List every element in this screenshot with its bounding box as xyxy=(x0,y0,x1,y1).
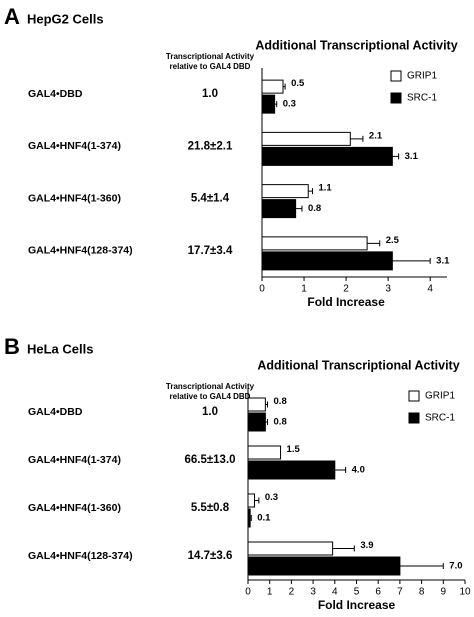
activity-value: 5.5±0.8 xyxy=(191,502,230,514)
bar xyxy=(261,94,276,114)
category-label: GAL4•DBD xyxy=(28,406,83,418)
legend-swatch xyxy=(390,70,402,82)
x-tick-label: 9 xyxy=(441,587,447,598)
bar xyxy=(247,445,282,460)
panel-title: HeLa Cells xyxy=(27,341,93,356)
bar xyxy=(261,146,393,166)
bar xyxy=(247,493,256,508)
column-header: relative to GAL4 DBD xyxy=(170,62,251,71)
column-header: Transcriptional Activity xyxy=(166,382,255,391)
column-header: Transcriptional Activity xyxy=(166,52,255,61)
activity-value: 66.5±13.0 xyxy=(184,454,235,466)
bar xyxy=(247,412,266,432)
activity-value: 14.7±3.6 xyxy=(188,550,233,562)
x-tick-label: 3 xyxy=(310,587,316,598)
x-tick-label: 5 xyxy=(354,587,360,598)
value-label: 3.9 xyxy=(360,540,373,551)
value-label: 1.5 xyxy=(287,444,301,455)
bar xyxy=(247,508,251,528)
x-tick-label: 0 xyxy=(245,587,251,598)
value-label: 0.3 xyxy=(265,492,278,503)
category-label: GAL4•HNF4(1-360) xyxy=(28,502,121,514)
value-label: 2.1 xyxy=(369,130,383,141)
legend-label: GRIP1 xyxy=(407,71,437,82)
x-tick-label: 6 xyxy=(375,587,381,598)
value-label: 2.5 xyxy=(386,235,400,246)
value-label: 7.0 xyxy=(449,561,462,572)
x-tick-label: 1 xyxy=(301,284,307,295)
legend-swatch xyxy=(408,412,420,424)
value-label: 0.8 xyxy=(274,417,287,428)
x-axis-label: Fold Increase xyxy=(307,295,385,309)
legend-label: SRC-1 xyxy=(407,93,437,104)
bar xyxy=(261,251,393,271)
x-tick-label: 4 xyxy=(332,587,338,598)
x-tick-label: 8 xyxy=(419,587,425,598)
category-label: GAL4•HNF4(128-374) xyxy=(28,550,133,562)
value-label: 4.0 xyxy=(352,465,365,476)
category-label: GAL4•HNF4(1-360) xyxy=(28,192,121,204)
category-label: GAL4•HNF4(1-374) xyxy=(28,140,121,152)
activity-value: 21.8±2.1 xyxy=(188,140,233,152)
category-label: GAL4•HNF4(128-374) xyxy=(28,245,133,257)
chart-title: Additional Transcriptional Activity xyxy=(257,358,459,372)
x-axis-label: Fold Increase xyxy=(318,598,396,612)
bar xyxy=(261,236,368,251)
x-tick-label: 3 xyxy=(385,284,391,295)
column-header: relative to GAL4 DBD xyxy=(170,392,251,401)
bar xyxy=(261,79,284,94)
bar xyxy=(247,541,334,556)
x-tick-label: 7 xyxy=(397,587,403,598)
bar xyxy=(261,199,297,219)
value-label: 0.1 xyxy=(257,513,271,524)
x-tick-label: 4 xyxy=(427,284,433,295)
value-label: 1.1 xyxy=(318,183,332,194)
category-label: GAL4•DBD xyxy=(28,88,83,100)
legend-label: GRIP1 xyxy=(425,391,455,402)
bar xyxy=(247,460,336,480)
bar xyxy=(261,184,309,199)
chart-title: Additional Transcriptional Activity xyxy=(255,38,457,52)
bar xyxy=(247,556,401,576)
x-tick-label: 1 xyxy=(267,587,273,598)
value-label: 0.8 xyxy=(308,203,321,214)
x-tick-label: 10 xyxy=(459,587,471,598)
legend-swatch xyxy=(390,92,402,104)
legend-swatch xyxy=(408,390,420,402)
category-label: GAL4•HNF4(1-374) xyxy=(28,454,121,466)
x-tick-label: 2 xyxy=(289,587,295,598)
activity-value: 17.7±3.4 xyxy=(188,245,233,257)
value-label: 0.8 xyxy=(274,396,287,407)
bar xyxy=(261,131,351,146)
panel-label: B xyxy=(4,334,20,359)
x-tick-label: 2 xyxy=(343,284,349,295)
value-label: 3.1 xyxy=(436,255,450,266)
x-tick-label: 0 xyxy=(259,284,265,295)
bar xyxy=(247,397,266,412)
legend-label: SRC-1 xyxy=(425,413,455,424)
activity-value: 1.0 xyxy=(202,88,218,100)
activity-value: 5.4±1.4 xyxy=(191,193,230,205)
value-label: 0.5 xyxy=(291,78,305,89)
panel-title: HepG2 Cells xyxy=(27,11,104,26)
panel-label: A xyxy=(4,4,20,29)
activity-value: 1.0 xyxy=(202,406,218,418)
value-label: 3.1 xyxy=(405,151,419,162)
value-label: 0.3 xyxy=(283,99,296,110)
